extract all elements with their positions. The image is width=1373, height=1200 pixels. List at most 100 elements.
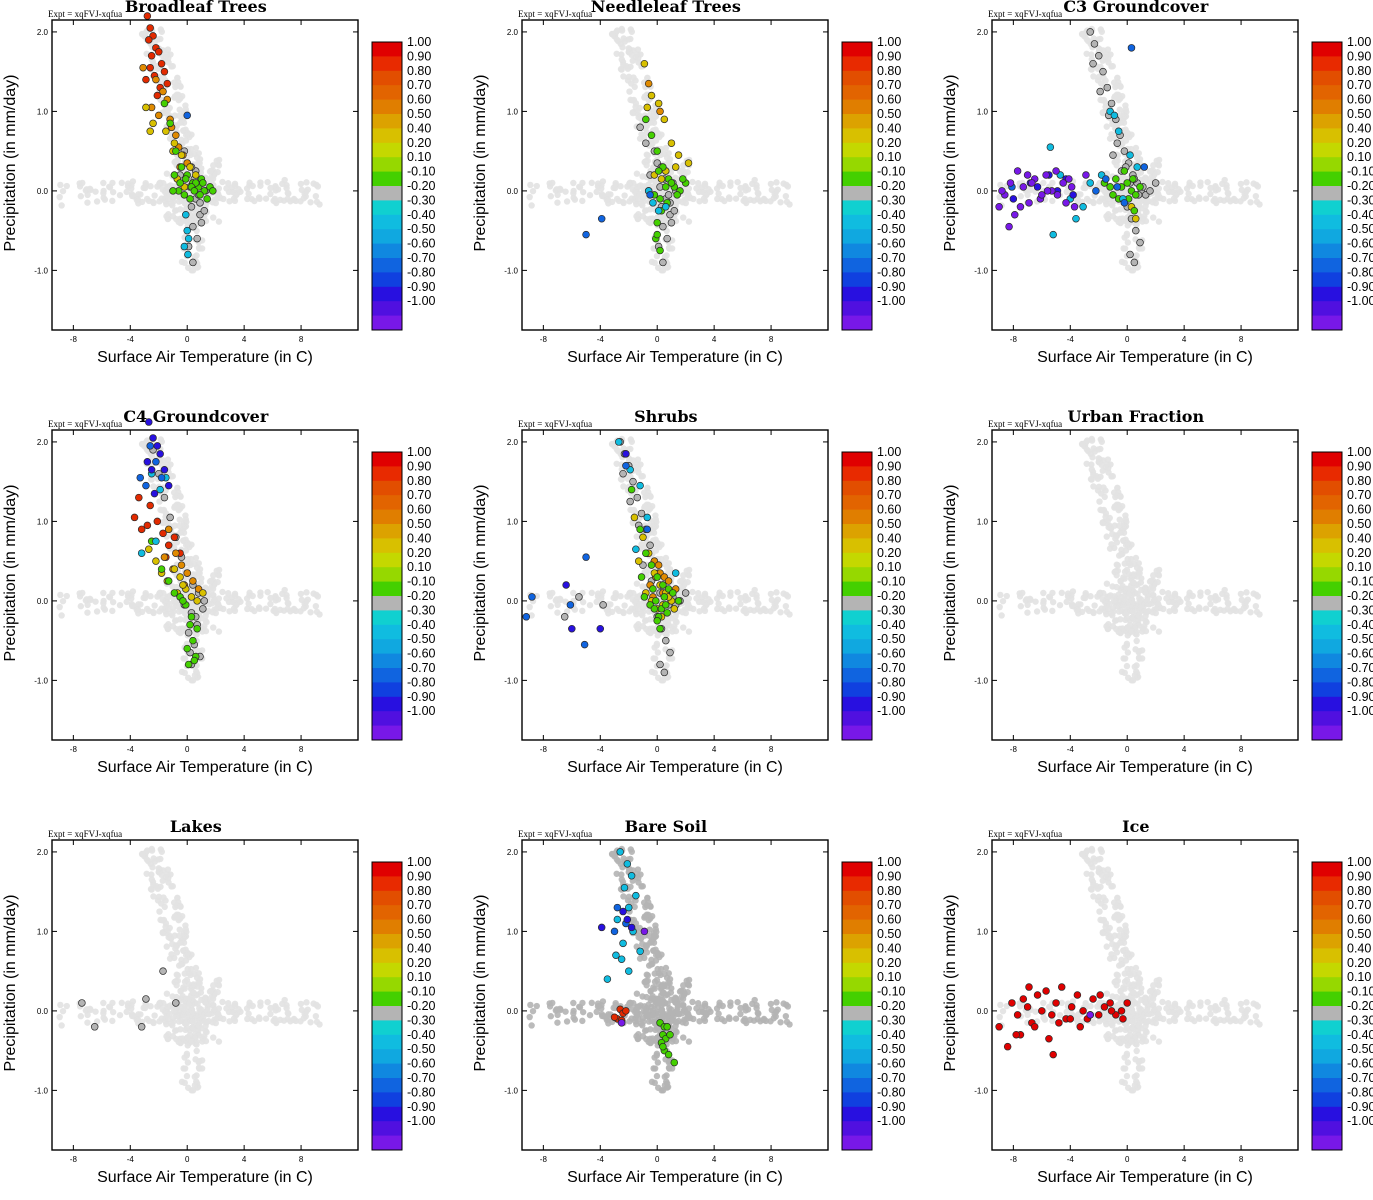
colorbar-swatch [842,186,872,201]
colorbar-swatch [1312,114,1342,129]
background-point [313,198,321,206]
background-point [645,628,652,636]
background-point [695,590,702,597]
background-point [105,1003,113,1010]
background-point [1123,640,1131,647]
data-point [135,493,143,502]
background-point [533,1002,540,1010]
data-point [187,203,196,211]
background-point [154,65,162,72]
background-point [1166,198,1173,205]
data-point [660,115,669,124]
background-point [77,193,85,200]
background-point [570,189,577,197]
background-point [1123,566,1131,574]
background-point [1096,498,1103,505]
colorbar-label: 1.00 [407,35,431,49]
y-tick-label: 2.0 [37,438,49,447]
background-point [676,168,684,175]
background-point [189,267,197,274]
background-point [1113,583,1120,591]
data-point [580,640,589,649]
colorbar-label: 0.60 [877,503,901,517]
data-point [1005,222,1013,231]
background-point [173,602,180,610]
background-point [1230,606,1237,614]
background-point [570,589,577,597]
data-point [1011,210,1019,219]
colorbar: 1.000.900.800.700.600.500.400.200.10-0.1… [371,445,436,741]
background-point [164,108,171,115]
background-point [307,1019,314,1026]
background-point [1098,28,1106,35]
background-point [529,187,537,195]
background-point [777,1019,784,1026]
colorbar-label: -0.20 [407,179,436,193]
background-point [133,196,141,204]
data-point [653,147,661,155]
data-point [183,644,191,653]
panel-title: Urban Fraction [1068,407,1205,426]
colorbar-swatch [372,682,402,698]
background-point [579,1017,586,1025]
background-point [59,1007,67,1015]
background-point [1211,607,1219,615]
background-point [180,522,187,530]
x-tick-label: 8 [299,745,304,754]
background-point [627,35,634,43]
background-point [603,196,611,204]
background-point [1149,585,1157,593]
colorbar-swatch [1312,70,1342,86]
background-point [1073,196,1081,204]
background-point [105,183,113,190]
y-axis-label: Precipitation (in mm/day) [2,485,19,662]
data-point [177,151,186,159]
colorbar-label: -0.10 [1347,165,1373,179]
background-point [176,926,183,933]
x-tick-label: -8 [1010,745,1018,754]
background-point [741,1017,749,1025]
colorbar-swatch [372,157,402,173]
background-point [754,1009,761,1017]
colorbar-label: -1.00 [1347,704,1373,718]
colorbar-swatch [842,229,872,245]
background-point [556,1005,564,1012]
data-point [146,63,154,72]
background-point [714,1015,721,1023]
background-point [641,503,649,510]
background-point [1152,199,1159,207]
data-point [163,79,172,88]
background-point [1184,195,1191,203]
data-point [183,111,191,120]
background-point [1130,579,1137,587]
data-point [190,656,199,665]
background-point [173,207,180,214]
background-point [190,989,197,997]
data-point [642,139,650,147]
background-point [147,885,155,893]
background-point [313,181,320,189]
x-tick-label: -8 [70,335,78,344]
colorbar-swatch [372,495,402,511]
colorbar-label: -0.60 [877,237,906,251]
data-point [196,199,204,207]
colorbar-label: -0.90 [407,690,436,704]
y-tick-label: 1.0 [37,927,49,936]
colorbar-swatch [1312,480,1342,496]
background-point [685,218,693,225]
background-point [57,181,64,189]
colorbar-frame [371,41,403,331]
background-point [571,1016,579,1023]
background-point [1191,197,1198,205]
data-point [172,131,180,140]
colorbar-swatch [372,186,402,201]
data-point [152,75,160,84]
background-point [684,578,691,586]
background-point [1088,51,1095,58]
background-point [1096,608,1103,615]
background-point [737,594,744,602]
background-point [271,1017,279,1025]
background-point [997,181,1004,189]
background-point [214,600,222,608]
colorbar-swatch [372,272,402,288]
